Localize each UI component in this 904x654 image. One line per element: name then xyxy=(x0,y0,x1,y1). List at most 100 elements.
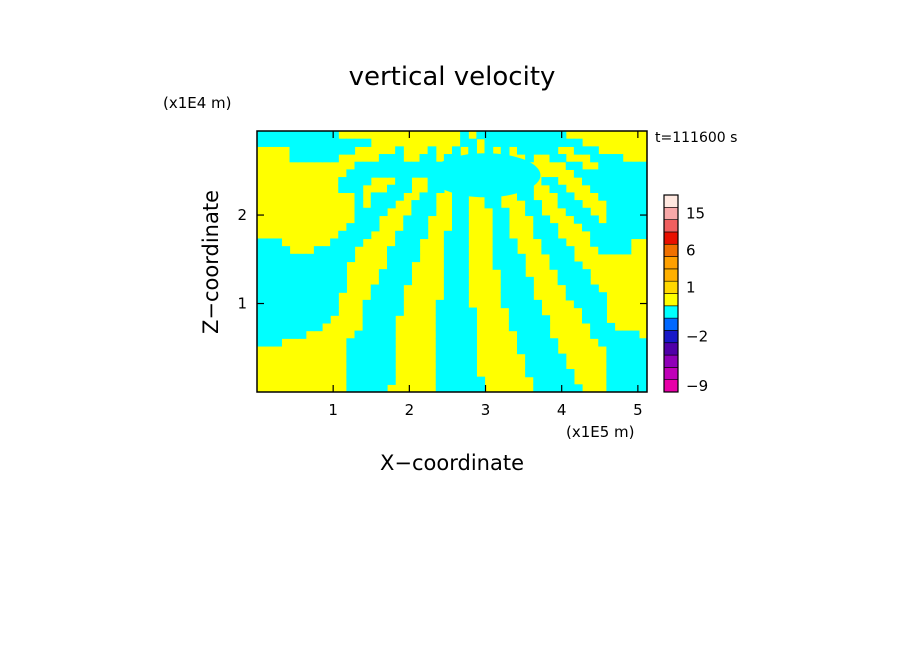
field-cell-negative xyxy=(508,238,518,247)
field-cell-negative xyxy=(452,315,461,324)
field-cell-negative xyxy=(354,207,364,217)
field-cell-negative xyxy=(443,384,453,392)
field-cell-negative xyxy=(322,261,331,270)
field-cell-negative xyxy=(313,315,323,324)
field-cell-negative xyxy=(606,192,616,201)
field-cell-negative xyxy=(517,330,526,339)
field-cell-negative xyxy=(378,353,388,362)
field-cell-negative xyxy=(460,338,469,347)
field-cell-negative xyxy=(557,184,567,194)
field-cell-negative xyxy=(517,345,526,355)
field-cell-negative xyxy=(476,384,486,392)
field-cell-negative xyxy=(257,138,266,147)
field-cell-negative xyxy=(492,261,502,270)
field-cell-negative xyxy=(541,338,551,347)
field-cell-negative xyxy=(395,161,404,170)
field-cell-negative xyxy=(460,238,469,247)
field-cell-negative xyxy=(533,384,542,392)
field-cell-negative xyxy=(338,238,347,247)
field-cell-negative xyxy=(443,154,453,163)
field-cell-negative xyxy=(549,338,559,347)
field-cell-negative xyxy=(370,315,380,324)
x-tick-label: 4 xyxy=(557,401,567,419)
field-cell-negative xyxy=(387,184,396,194)
y-scale-label: (x1E4 m) xyxy=(163,94,232,112)
field-cell-negative xyxy=(313,146,323,155)
field-cell-negative xyxy=(322,307,331,316)
field-cell-negative xyxy=(517,138,526,147)
field-cell-negative xyxy=(622,353,632,362)
field-cell-negative xyxy=(346,184,356,194)
field-cell-negative xyxy=(452,253,461,263)
field-cell-negative xyxy=(484,146,494,155)
field-cell-negative xyxy=(582,276,591,286)
field-cell-negative xyxy=(468,307,477,316)
field-cell-negative xyxy=(403,169,412,178)
field-cell-negative xyxy=(338,230,347,240)
field-cell-negative xyxy=(590,330,599,339)
field-cell-negative xyxy=(443,276,453,286)
field-cell-negative xyxy=(500,207,510,217)
field-cell-negative xyxy=(452,284,461,293)
field-cell-negative xyxy=(614,338,624,347)
field-cell-negative xyxy=(281,299,291,309)
field-cell-negative xyxy=(452,299,461,309)
field-cell-negative xyxy=(362,368,372,378)
field-cell-negative xyxy=(265,292,274,301)
field-cell-negative xyxy=(313,299,323,309)
field-cell-negative xyxy=(606,338,616,347)
field-cell-negative xyxy=(273,246,282,255)
field-cell-negative xyxy=(395,253,404,263)
field-cell-negative xyxy=(362,138,372,147)
field-cell-negative xyxy=(443,261,453,270)
field-cell-negative xyxy=(305,284,315,293)
field-cell-negative xyxy=(541,322,551,332)
field-cell-negative xyxy=(443,353,453,362)
field-cell-negative xyxy=(517,131,526,140)
field-cell-negative xyxy=(614,184,624,194)
field-cell-negative xyxy=(541,376,551,385)
field-cell-negative xyxy=(330,131,339,140)
field-cell-negative xyxy=(273,299,282,309)
field-cell-negative xyxy=(419,207,429,217)
field-cell-negative xyxy=(346,246,356,255)
field-cell-negative xyxy=(387,284,396,293)
field-cell-negative xyxy=(338,253,347,263)
field-cell-negative xyxy=(460,215,469,224)
field-cell-negative xyxy=(403,223,412,232)
field-cell-negative xyxy=(500,246,510,255)
field-cell-negative xyxy=(411,169,421,178)
field-cell-negative xyxy=(305,276,315,286)
field-cell-negative xyxy=(468,361,477,370)
field-cell-negative xyxy=(289,253,299,263)
field-cell-negative xyxy=(590,292,599,301)
field-cell-negative xyxy=(606,345,616,355)
field-cell-negative xyxy=(557,376,567,385)
field-cell-negative xyxy=(460,284,469,293)
field-cell-negative xyxy=(395,169,404,178)
field-cell-negative xyxy=(565,269,575,278)
field-cell-negative xyxy=(443,361,453,370)
field-cell-negative xyxy=(573,269,583,278)
field-cell-negative xyxy=(533,361,542,370)
field-cell-negative xyxy=(500,223,510,232)
field-cell-negative xyxy=(443,253,453,263)
field-cell-negative xyxy=(525,353,534,362)
field-cell-negative xyxy=(378,299,388,309)
field-cell-negative xyxy=(508,284,518,293)
field-cell-negative xyxy=(573,276,583,286)
field-cell-negative xyxy=(492,246,502,255)
field-cell-negative xyxy=(614,192,624,201)
field-cell-negative xyxy=(346,353,356,362)
field-cell-negative xyxy=(622,230,632,240)
field-cell-negative xyxy=(403,177,412,186)
field-cell-negative xyxy=(387,192,396,201)
field-cell-negative xyxy=(443,368,453,378)
x-scale-label: (x1E5 m) xyxy=(566,423,635,441)
field-cell-negative xyxy=(289,138,299,147)
field-cell-negative xyxy=(508,322,518,332)
field-cell-negative xyxy=(573,215,583,224)
field-cell-negative xyxy=(273,338,282,347)
field-cell-negative xyxy=(387,353,396,362)
